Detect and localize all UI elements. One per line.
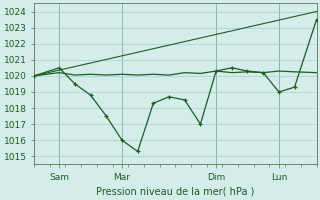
X-axis label: Pression niveau de la mer( hPa ): Pression niveau de la mer( hPa ) bbox=[96, 187, 254, 197]
